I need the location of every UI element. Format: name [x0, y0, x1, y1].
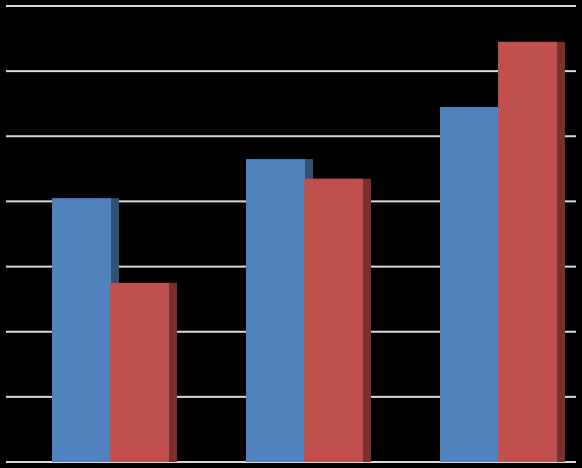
bar-side: [556, 41, 565, 462]
bar: [246, 159, 305, 463]
bar-side: [168, 282, 177, 462]
bar: [498, 41, 557, 462]
bar: [110, 282, 169, 462]
bar: [440, 106, 499, 462]
bar: [304, 178, 363, 462]
bar: [52, 198, 111, 462]
bar-side: [362, 178, 371, 462]
